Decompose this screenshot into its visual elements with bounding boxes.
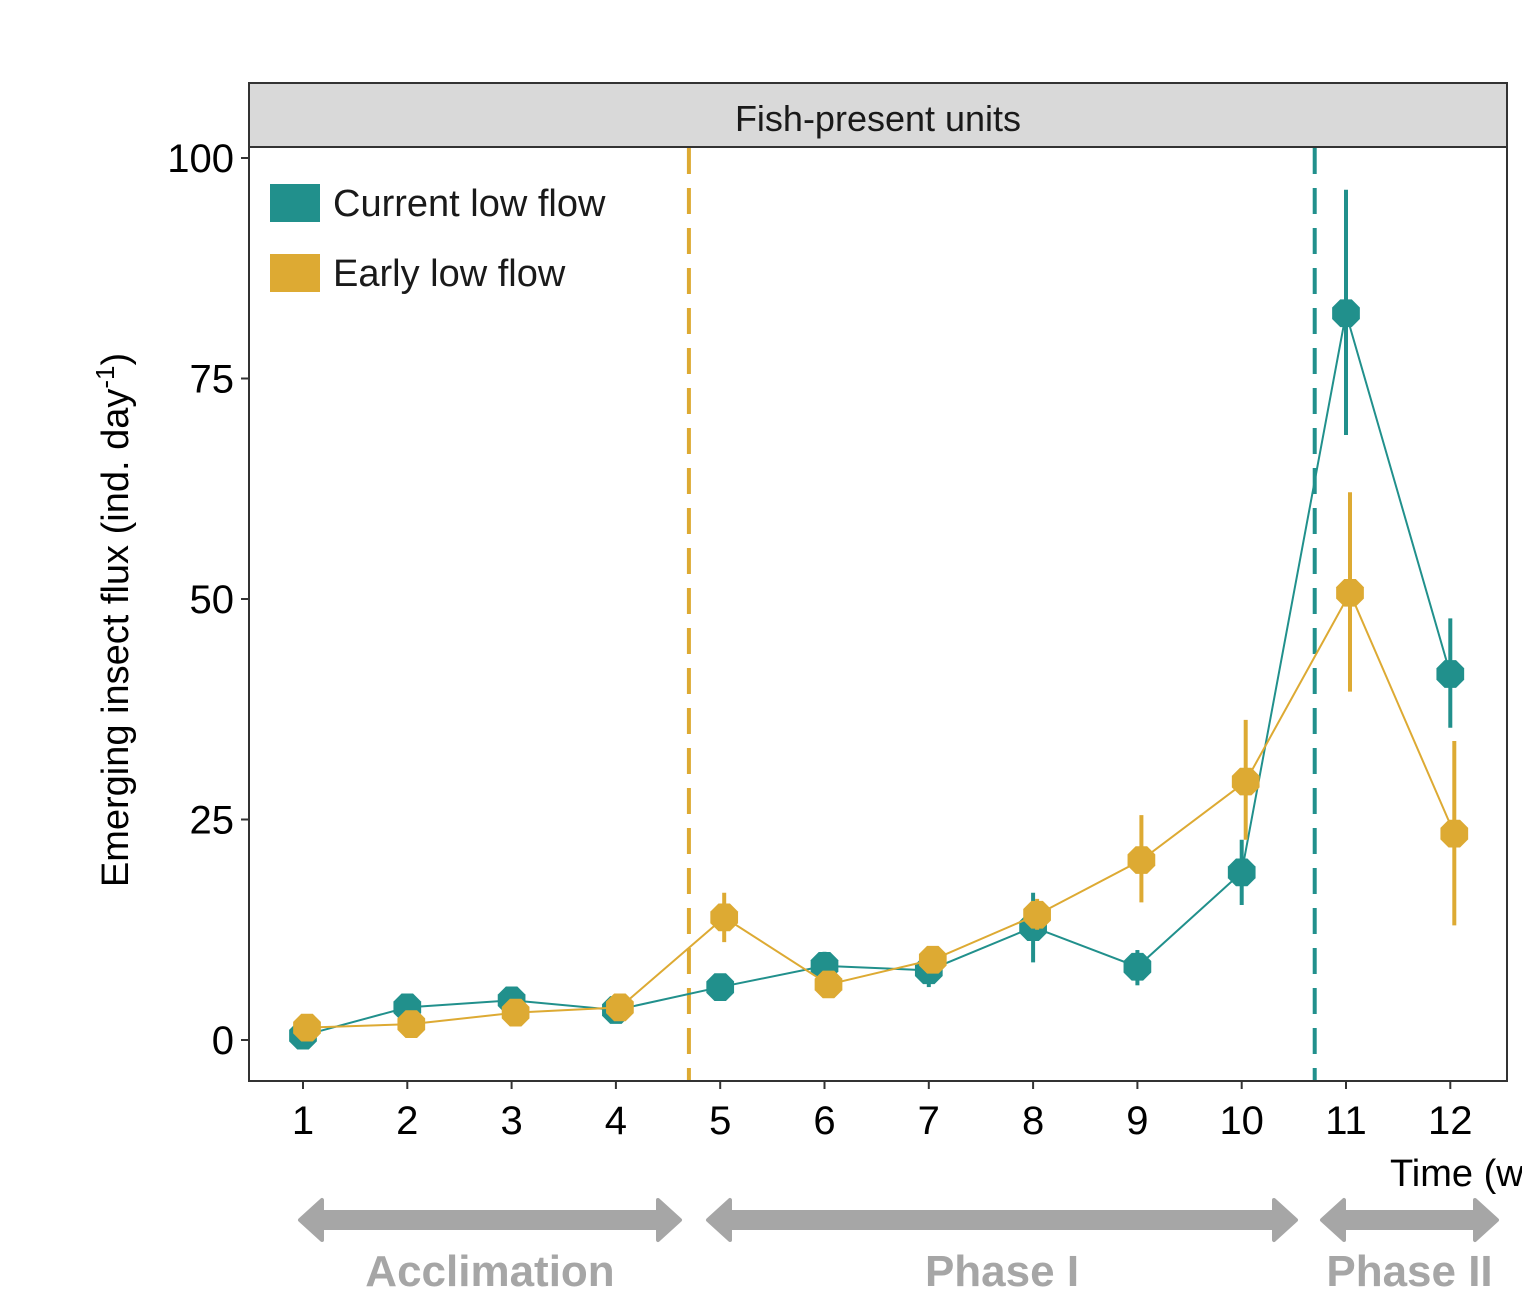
x-tick-label: 2 <box>396 1099 418 1143</box>
data-point <box>606 993 634 1022</box>
data-point <box>1440 819 1469 848</box>
panel-strip-label: Fish-present units <box>735 98 1021 139</box>
data-point <box>293 1013 321 1042</box>
data-point <box>1336 578 1364 607</box>
double-arrow <box>1320 1198 1499 1242</box>
legend-key-early <box>270 254 320 292</box>
phase-arrow: Acclimation <box>298 1198 682 1296</box>
x-tick-label: 3 <box>500 1099 522 1143</box>
double-arrow <box>706 1198 1298 1242</box>
data-point <box>397 1010 426 1038</box>
y-tick-label: 25 <box>190 799 235 843</box>
x-tick-label: 8 <box>1022 1099 1044 1143</box>
x-tick-label: 4 <box>605 1099 627 1143</box>
data-point <box>1332 299 1360 328</box>
y-tick-label: 0 <box>212 1019 234 1063</box>
data-point <box>814 970 843 999</box>
phase-arrow: Phase I <box>706 1198 1298 1296</box>
y-tick-label: 50 <box>190 578 235 622</box>
series-early-low-flow <box>293 492 1469 1042</box>
y-axis-label: Emerging insect flux (ind. day-1) <box>90 353 137 887</box>
y-axis-label-close: ) <box>95 353 137 366</box>
data-point <box>710 903 739 932</box>
data-point <box>501 998 530 1027</box>
x-tick-label: 1 <box>292 1099 314 1143</box>
x-tick-label: 5 <box>709 1099 731 1143</box>
phase-label: Acclimation <box>365 1247 614 1296</box>
y-tick-label: 75 <box>190 358 235 402</box>
x-tick-label: 12 <box>1428 1099 1473 1143</box>
data-point <box>1023 900 1051 929</box>
y-axis-label-main: Emerging insect flux (ind. day <box>95 389 137 887</box>
data-point <box>1231 767 1260 796</box>
x-axis-label: Time (weeks) <box>1390 1153 1522 1195</box>
y-tick-label: 100 <box>167 137 234 181</box>
legend-key-current <box>270 184 320 222</box>
y-axis-label-sup: -1 <box>90 366 120 389</box>
data-point <box>1436 660 1465 688</box>
series-line <box>306 590 1456 1029</box>
data-point <box>918 945 947 974</box>
phase-arrow: Phase II <box>1320 1198 1499 1296</box>
data-point <box>1123 952 1152 981</box>
legend-label-early: Early low flow <box>333 253 566 295</box>
phase-label: Phase II <box>1326 1247 1492 1296</box>
data-point <box>1227 858 1256 887</box>
data-point <box>1127 846 1156 874</box>
x-tick-label: 7 <box>918 1099 940 1143</box>
panel-strip <box>248 82 1508 148</box>
phase-label: Phase I <box>925 1247 1079 1296</box>
legend-label-current: Current low flow <box>333 183 606 225</box>
double-arrow <box>298 1198 682 1242</box>
x-tick-label: 9 <box>1126 1099 1148 1143</box>
x-tick-label: 10 <box>1219 1099 1264 1143</box>
plot-panel <box>248 146 1508 1082</box>
x-tick-label: 6 <box>813 1099 835 1143</box>
x-tick-label: 11 <box>1325 1099 1367 1143</box>
legend: Current low flow Early low flow <box>270 183 606 295</box>
data-point <box>706 973 735 1001</box>
